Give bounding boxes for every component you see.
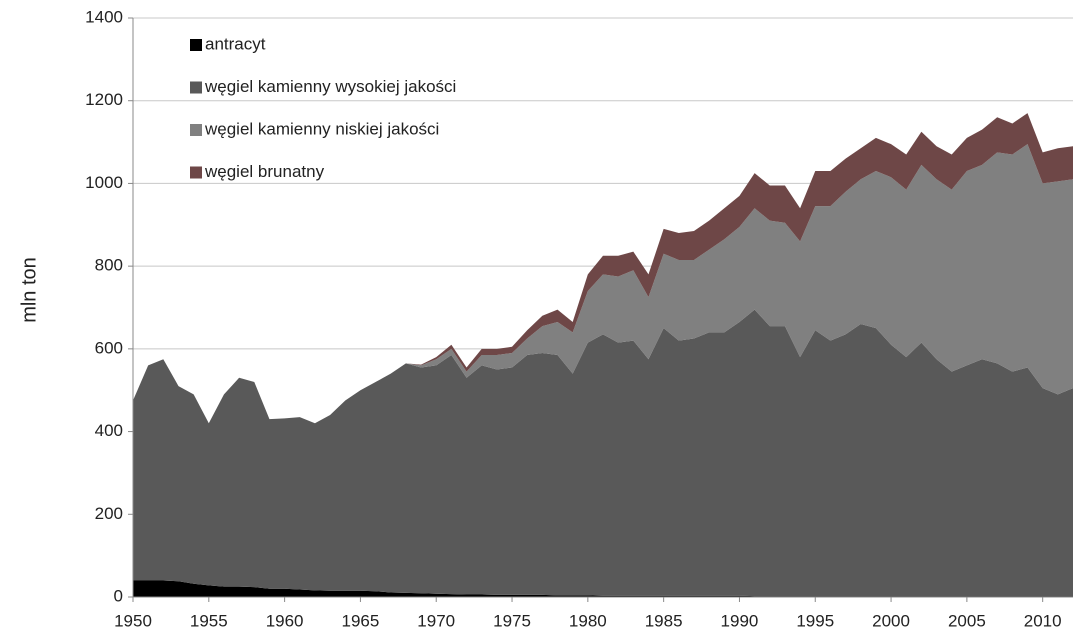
y-axis-label: mln ton xyxy=(18,257,40,323)
legend-label: węgiel kamienny wysokiej jakości xyxy=(204,77,456,96)
x-tick-label: 1960 xyxy=(266,611,304,630)
x-tick-label: 2000 xyxy=(872,611,910,630)
area xyxy=(133,113,1073,424)
x-tick-label: 1970 xyxy=(417,611,455,630)
x-tick-label: 1975 xyxy=(493,611,531,630)
x-tick-label: 2010 xyxy=(1024,611,1062,630)
legend-swatch xyxy=(190,166,202,179)
x-tick-label: 2005 xyxy=(948,611,986,630)
area xyxy=(133,144,1073,424)
legend-label: węgiel brunatny xyxy=(204,162,325,181)
x-tick-label: 1990 xyxy=(721,611,759,630)
y-tick-label: 200 xyxy=(95,504,123,523)
y-tick-label: 600 xyxy=(95,338,123,357)
y-tick-label: 1400 xyxy=(85,7,123,26)
legend-swatch xyxy=(190,124,202,136)
y-tick-label: 1200 xyxy=(85,90,123,109)
y-tick-label: 400 xyxy=(95,421,123,440)
x-tick-label: 1955 xyxy=(190,611,228,630)
y-tick-label: 1000 xyxy=(85,173,123,192)
y-tick-label: 0 xyxy=(114,586,123,605)
area xyxy=(133,580,1073,597)
legend-label: antracyt xyxy=(205,34,266,53)
legend-label: węgiel kamienny niskiej jakości xyxy=(204,119,439,138)
x-tick-label: 1995 xyxy=(796,611,834,630)
area xyxy=(133,309,1073,597)
x-tick-label: 1965 xyxy=(342,611,380,630)
x-tick-label: 1985 xyxy=(645,611,683,630)
x-tick-label: 1950 xyxy=(114,611,152,630)
x-tick-label: 1980 xyxy=(569,611,607,630)
legend-swatch xyxy=(190,39,202,51)
legend-swatch xyxy=(190,81,202,94)
y-tick-label: 800 xyxy=(95,256,123,275)
